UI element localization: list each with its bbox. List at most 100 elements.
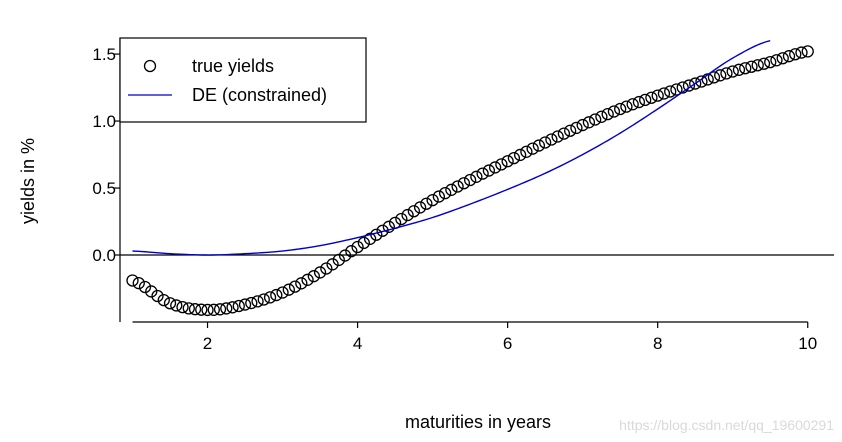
true-yields-point	[357, 236, 370, 250]
true-yields-point	[282, 283, 295, 296]
true-yields-point	[614, 102, 627, 116]
true-yields-point	[795, 46, 808, 59]
true-yields-point	[545, 133, 558, 146]
true-yields-point	[520, 145, 533, 158]
true-yields-point	[451, 180, 464, 193]
true-yields-point	[432, 190, 446, 203]
true-yields-point	[263, 291, 277, 304]
true-yields-point	[632, 95, 646, 109]
true-yields-point	[739, 62, 752, 75]
true-yields-point	[664, 85, 677, 98]
true-yields-point	[301, 273, 314, 286]
true-yields-point	[445, 183, 458, 196]
true-yields-point	[720, 67, 733, 80]
true-yields-point	[789, 48, 802, 61]
true-yields-point	[145, 285, 158, 298]
true-yields-point	[745, 60, 758, 73]
true-yields-point	[564, 124, 577, 137]
true-yields-point	[776, 52, 789, 65]
true-yields-point	[532, 139, 546, 152]
true-yields-point	[582, 116, 596, 129]
true-yields-point	[457, 177, 471, 190]
legend-marker-true-yields	[143, 59, 157, 73]
true-yields-point	[345, 245, 358, 258]
legend-label-true-yields: true yields	[192, 56, 274, 76]
y-tick-label: 1.0	[92, 112, 116, 131]
true-yields-point	[751, 59, 764, 72]
true-yields-point	[482, 164, 496, 177]
x-tick-label: 2	[203, 334, 212, 353]
true-yields-point	[507, 151, 521, 165]
true-yields-point	[163, 297, 177, 310]
watermark: https://blog.csdn.net/qq_19600291	[619, 417, 834, 433]
true-yields-point	[182, 302, 195, 315]
true-yields-point	[257, 293, 270, 306]
true-yields-point	[501, 155, 514, 168]
true-yields-point	[270, 288, 283, 302]
true-yields-point	[764, 55, 777, 69]
true-yields-point	[551, 130, 564, 143]
true-yields-point	[495, 158, 508, 171]
true-yields-point	[207, 303, 220, 316]
true-yields-point	[620, 100, 633, 113]
true-yields-point	[151, 289, 164, 303]
series-de-constrained	[132, 40, 771, 256]
true-yields-point	[670, 83, 683, 96]
true-yields-point	[651, 89, 664, 102]
true-yields-point	[132, 276, 145, 290]
x-tick-label: 4	[353, 334, 362, 353]
true-yields-point	[695, 75, 708, 88]
true-yields-point	[188, 303, 202, 316]
true-yields-point	[170, 299, 183, 312]
true-yields-point	[770, 54, 783, 67]
true-yields-point	[645, 91, 658, 104]
true-yields-point	[576, 118, 589, 132]
true-yields-point	[607, 105, 621, 118]
series-true-yields	[126, 45, 814, 317]
true-yields-point	[714, 69, 727, 82]
true-yields-point	[438, 186, 452, 200]
true-yields-point	[288, 280, 302, 293]
true-yields-point	[370, 228, 383, 241]
true-yields-point	[407, 205, 421, 218]
legend-box	[119, 37, 367, 123]
true-yields-point	[245, 296, 258, 310]
true-yields-point	[595, 110, 608, 123]
true-yields-point	[726, 65, 739, 78]
true-yields-point	[801, 45, 814, 58]
true-yields-point	[526, 142, 539, 155]
y-tick-label: 1.5	[92, 45, 116, 64]
true-yields-point	[157, 293, 170, 307]
true-yields-point	[313, 266, 327, 279]
true-yields-point	[176, 300, 189, 314]
y-axis-label: yields in %	[18, 138, 38, 224]
true-yields-point	[488, 161, 502, 174]
true-yields-point	[126, 274, 139, 287]
x-tick-label: 10	[798, 334, 817, 353]
true-yields-point	[601, 107, 614, 121]
true-yields-point	[382, 220, 395, 233]
true-yields-point	[689, 77, 702, 90]
true-yields-point	[232, 299, 245, 313]
true-yields-point	[682, 79, 696, 92]
true-yields-point	[426, 193, 439, 207]
true-yields-point	[395, 212, 408, 226]
true-yields-point	[195, 303, 208, 316]
true-yields-point	[238, 298, 252, 311]
true-yields-point	[470, 170, 483, 183]
y-tick-label: 0.5	[92, 179, 116, 198]
true-yields-point	[251, 295, 264, 308]
true-yields-point	[589, 113, 602, 126]
true-yields-point	[626, 98, 639, 111]
true-yields-point	[657, 87, 671, 100]
true-yields-point	[413, 201, 427, 214]
true-yields-point	[639, 93, 652, 107]
true-yields-point	[320, 262, 333, 275]
true-yields-point	[732, 63, 746, 76]
true-yields-point	[338, 249, 352, 262]
true-yields-point	[401, 208, 414, 222]
x-tick-label: 6	[503, 334, 512, 353]
true-yields-point	[201, 303, 214, 317]
x-tick-label: 8	[653, 334, 662, 353]
